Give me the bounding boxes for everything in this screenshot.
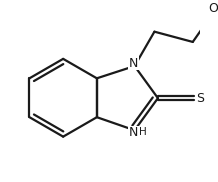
Text: O: O xyxy=(208,2,218,15)
Text: N: N xyxy=(129,126,138,139)
Text: H: H xyxy=(139,127,146,137)
Text: S: S xyxy=(196,92,204,105)
Text: N: N xyxy=(129,57,138,70)
